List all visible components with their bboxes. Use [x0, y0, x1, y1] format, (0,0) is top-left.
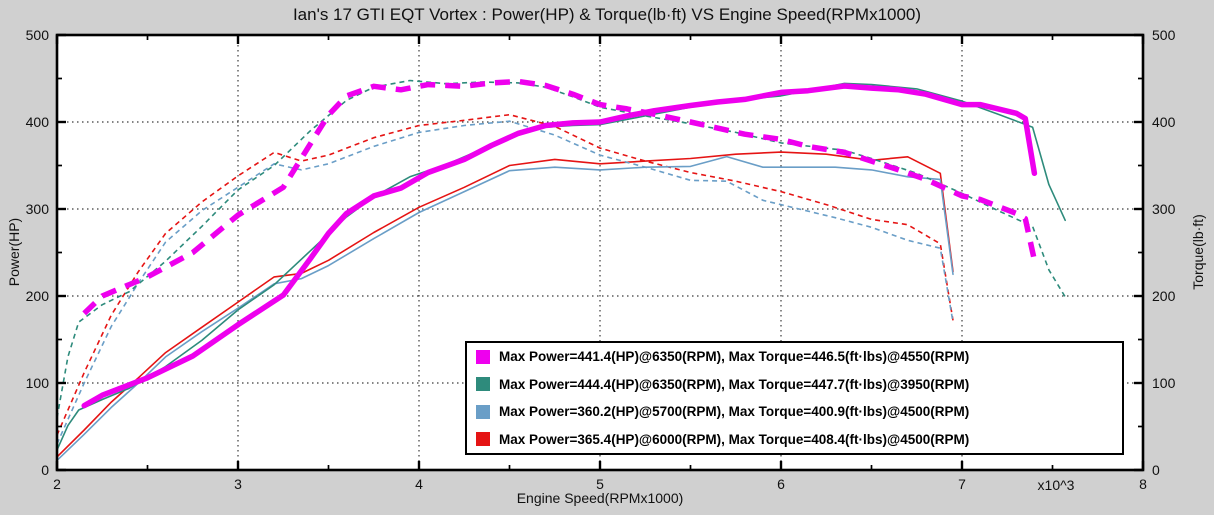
x-axis-exponent-label: x10^3 [1037, 477, 1075, 493]
legend-swatch-icon [476, 404, 490, 419]
y-tick-label-right: 300 [1152, 201, 1176, 217]
legend-item: Max Power=365.4(HP)@6000(RPM), Max Torqu… [476, 432, 1122, 447]
torque-curve-vortex-magenta [82, 78, 1038, 316]
y-tick-label-left: 500 [26, 27, 50, 43]
legend-item: Max Power=444.4(HP)@6350(RPM), Max Torqu… [476, 377, 1122, 392]
x-axis-label: Engine Speed(RPMx1000) [516, 490, 684, 506]
legend-item: Max Power=360.2(HP)@5700(RPM), Max Torqu… [476, 404, 1122, 419]
y-tick-label-right: 200 [1152, 288, 1176, 304]
torque-curve-run-red [56, 113, 954, 436]
legend-label: Max Power=365.4(HP)@6000(RPM), Max Torqu… [499, 431, 970, 447]
chart-title: Ian's 17 GTI EQT Vortex : Power(HP) & To… [292, 5, 922, 24]
y-tick-label-left: 300 [26, 201, 50, 217]
legend-label: Max Power=444.4(HP)@6350(RPM), Max Torqu… [499, 376, 970, 392]
legend-label: Max Power=441.4(HP)@6350(RPM), Max Torqu… [499, 349, 970, 365]
legend-swatch-icon [476, 349, 490, 364]
y-tick-label-right: 100 [1152, 375, 1176, 391]
legend-swatch-icon [476, 377, 490, 392]
x-tick-label: 4 [415, 476, 423, 492]
y-tick-label-right: 400 [1152, 114, 1176, 130]
x-tick-label: 3 [234, 476, 242, 492]
power-curve-run-steelblue [56, 155, 954, 462]
legend-box: Max Power=441.4(HP)@6350(RPM), Max Torqu… [465, 341, 1124, 455]
legend-swatch-icon [476, 432, 490, 447]
power-curve-run-red [56, 151, 954, 458]
x-tick-label: 7 [958, 476, 966, 492]
y-tick-label-left: 200 [26, 288, 50, 304]
x-tick-label: 6 [777, 476, 785, 492]
legend-label: Max Power=360.2(HP)@5700(RPM), Max Torqu… [499, 404, 970, 420]
y-tick-label-left: 0 [41, 462, 49, 478]
legend-item: Max Power=441.4(HP)@6350(RPM), Max Torqu… [476, 349, 1122, 364]
y-tick-label-left: 400 [26, 114, 50, 130]
power-curve-vortex-magenta [81, 83, 1038, 409]
y-tick-label-right: 500 [1152, 27, 1176, 43]
x-tick-label: 5 [596, 476, 604, 492]
x-tick-label: 2 [53, 476, 61, 492]
x-tick-label: 8 [1139, 476, 1147, 492]
torque-curve-run-steelblue [56, 120, 954, 445]
y-tick-label-right: 0 [1152, 462, 1160, 478]
y-tick-label-left: 100 [26, 375, 50, 391]
